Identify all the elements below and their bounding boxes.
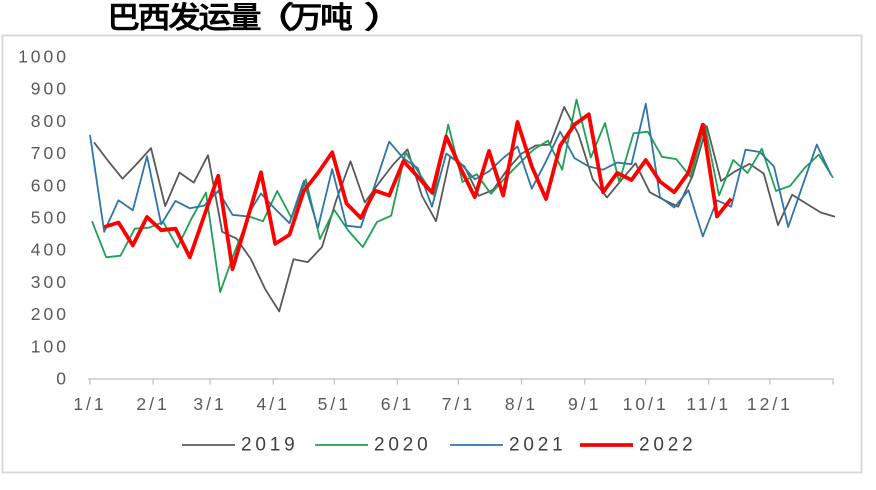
svg-text:900: 900 [31, 79, 69, 99]
svg-text:600: 600 [31, 175, 69, 195]
svg-text:2020: 2020 [374, 435, 431, 456]
svg-text:700: 700 [31, 143, 69, 163]
svg-text:300: 300 [31, 272, 69, 292]
svg-text:2019: 2019 [241, 435, 298, 456]
svg-text:2022: 2022 [639, 435, 696, 456]
svg-text:500: 500 [31, 208, 69, 228]
svg-text:1/1: 1/1 [73, 394, 106, 414]
svg-text:400: 400 [31, 240, 69, 260]
svg-text:200: 200 [31, 304, 69, 324]
svg-text:1000: 1000 [18, 47, 69, 67]
svg-text:800: 800 [31, 111, 69, 131]
svg-text:6/1: 6/1 [381, 394, 414, 414]
svg-text:0: 0 [56, 369, 69, 389]
svg-text:2021: 2021 [509, 435, 566, 456]
svg-text:8/1: 8/1 [505, 394, 538, 414]
svg-text:12/1: 12/1 [747, 394, 793, 414]
svg-text:10/1: 10/1 [623, 394, 669, 414]
svg-text:100: 100 [31, 336, 69, 356]
svg-text:5/1: 5/1 [318, 394, 351, 414]
svg-text:3/1: 3/1 [193, 394, 226, 414]
svg-text:4/1: 4/1 [257, 394, 290, 414]
svg-text:9/1: 9/1 [568, 394, 601, 414]
svg-text:7/1: 7/1 [442, 394, 475, 414]
svg-text:11/1: 11/1 [686, 394, 731, 414]
svg-text:2/1: 2/1 [136, 394, 169, 414]
